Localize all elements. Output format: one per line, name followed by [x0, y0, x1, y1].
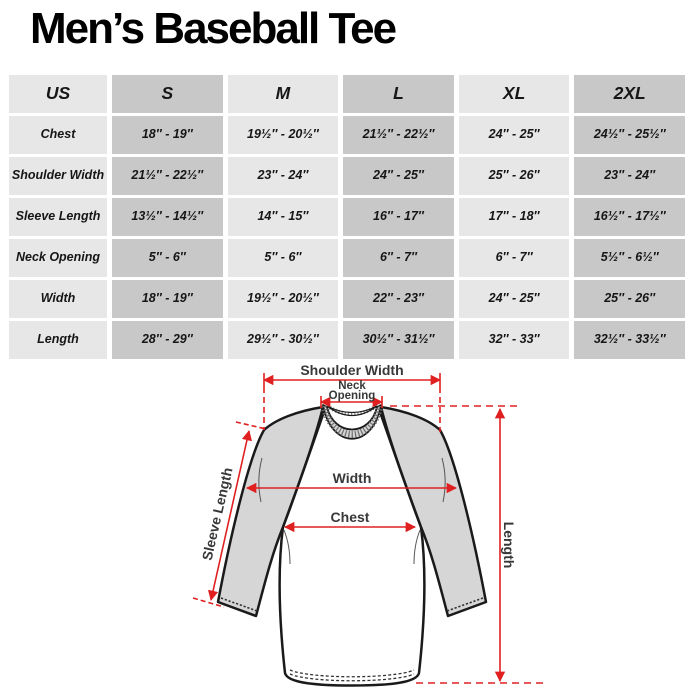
table-cell: 24″ - 25″	[458, 116, 570, 154]
table-cell: 25″ - 26″	[458, 157, 570, 195]
table-cell: 29½″ - 30½″	[227, 321, 339, 359]
sleeve-length-arrow	[207, 429, 253, 602]
row-label-chest: Chest	[9, 116, 107, 154]
row-label-neck-opening: Neck Opening	[9, 239, 107, 277]
table-cell: 30½″ - 31½″	[343, 321, 454, 359]
column-header-l: L	[343, 75, 454, 113]
table-cell: 24″ - 25″	[343, 157, 454, 195]
table-cell: 16″ - 17″	[343, 198, 454, 236]
column-header-m: M	[227, 75, 339, 113]
size-table: US S M L XL 2XL Chest 18″ - 19″ 19½″ - 2…	[9, 75, 685, 359]
column-header-us: US	[9, 75, 107, 113]
table-cell: 28″ - 29″	[112, 321, 223, 359]
row-label-length: Length	[9, 321, 107, 359]
table-cell: 32½″ - 33½″	[574, 321, 685, 359]
page-title: Men’s Baseball Tee	[30, 4, 397, 53]
measurement-lines	[192, 373, 544, 684]
shoulder-width-label: Shoulder Width	[300, 362, 403, 378]
table-cell: 16½″ - 17½″	[574, 198, 685, 236]
table-cell: 23″ - 24″	[574, 157, 685, 195]
row-label-shoulder-width: Shoulder Width	[9, 157, 107, 195]
row-label-sleeve-length: Sleeve Length	[9, 198, 107, 236]
table-cell: 32″ - 33″	[458, 321, 570, 359]
table-cell: 18″ - 19″	[112, 116, 223, 154]
table-cell: 25″ - 26″	[574, 280, 685, 318]
neck-opening-label-line1: Neck	[338, 380, 366, 392]
table-cell: 24½″ - 25½″	[574, 116, 685, 154]
tee-measurement-diagram: Shoulder Width Neck Opening Width Chest …	[192, 362, 544, 687]
table-cell: 22″ - 23″	[343, 280, 454, 318]
table-cell: 21½″ - 22½″	[112, 157, 223, 195]
table-cell: 24″ - 25″	[458, 280, 570, 318]
table-cell: 21½″ - 22½″	[343, 116, 454, 154]
table-cell: 19½″ - 20½″	[227, 116, 339, 154]
column-header-2xl: 2XL	[574, 75, 685, 113]
table-cell: 5″ - 6″	[227, 239, 339, 277]
neck-opening-label-line2: Opening	[329, 390, 376, 402]
column-header-xl: XL	[458, 75, 570, 113]
table-cell: 13½″ - 14½″	[112, 198, 223, 236]
table-cell: 18″ - 19″	[112, 280, 223, 318]
table-cell: 19½″ - 20½″	[227, 280, 339, 318]
table-cell: 17″ - 18″	[458, 198, 570, 236]
column-header-s: S	[112, 75, 223, 113]
table-cell: 23″ - 24″	[227, 157, 339, 195]
chest-label: Chest	[331, 509, 370, 525]
hem-stitching	[289, 669, 415, 678]
table-cell: 5″ - 6″	[112, 239, 223, 277]
width-label: Width	[333, 470, 372, 486]
table-cell: 6″ - 7″	[458, 239, 570, 277]
length-label: Length	[501, 522, 517, 569]
row-label-width: Width	[9, 280, 107, 318]
table-cell: 14″ - 15″	[227, 198, 339, 236]
table-cell: 6″ - 7″	[343, 239, 454, 277]
table-cell: 5½″ - 6½″	[574, 239, 685, 277]
